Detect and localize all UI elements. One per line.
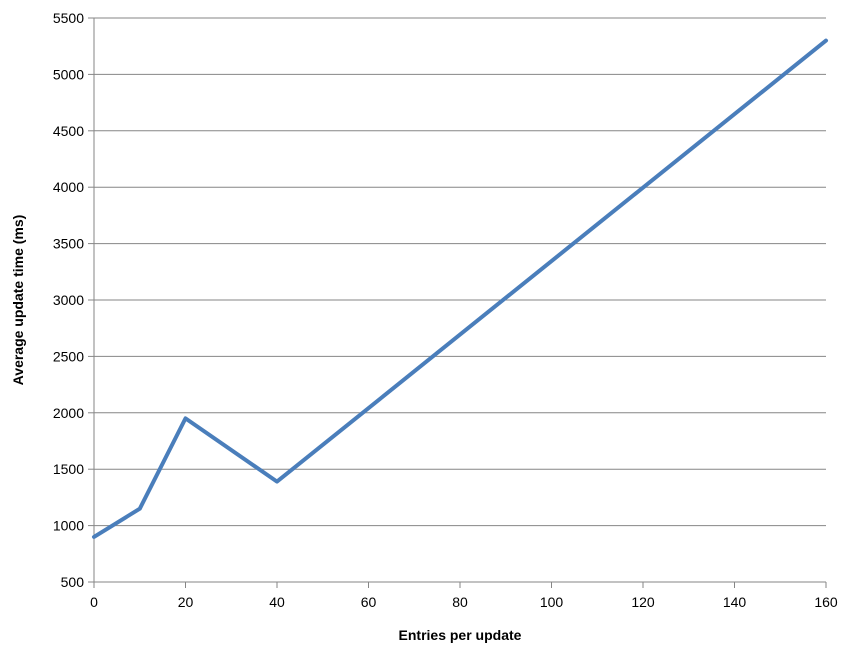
x-axis-title: Entries per update xyxy=(399,627,522,643)
axes xyxy=(88,17,827,588)
series-group xyxy=(92,38,828,539)
y-tick-label-3000: 3000 xyxy=(53,292,84,308)
x-tick-label-0: 0 xyxy=(90,594,98,610)
x-tick-labels: 0 20 40 60 80 100 120 140 160 xyxy=(90,594,838,610)
data-point-0-2 xyxy=(184,416,188,420)
y-tick-label-1500: 1500 xyxy=(53,461,84,477)
data-point-0-3 xyxy=(275,480,279,484)
data-point-0-4 xyxy=(824,39,828,43)
y-tick-label-5500: 5500 xyxy=(53,10,84,26)
x-tick-label-20: 20 xyxy=(178,594,194,610)
gridlines xyxy=(94,17,826,583)
x-tick-label-120: 120 xyxy=(631,594,655,610)
series-line-0 xyxy=(92,38,828,539)
y-axis-title: Average update time (ms) xyxy=(10,215,26,386)
y-tick-label-5000: 5000 xyxy=(53,66,84,82)
x-tick-label-140: 140 xyxy=(723,594,747,610)
y-tick-labels: 500 1000 1500 2000 2500 3000 3500 4000 4500 5000 5… xyxy=(53,10,84,590)
y-tick-label-4000: 4000 xyxy=(53,179,84,195)
x-tick-label-80: 80 xyxy=(452,594,468,610)
y-tick-label-500: 500 xyxy=(61,574,85,590)
y-tick-label-2500: 2500 xyxy=(53,348,84,364)
x-tick-label-40: 40 xyxy=(269,594,285,610)
x-tick-label-60: 60 xyxy=(361,594,377,610)
x-tick-label-160: 160 xyxy=(814,594,838,610)
y-tick-label-4500: 4500 xyxy=(53,123,84,139)
y-tick-label-1000: 1000 xyxy=(53,518,84,534)
y-tick-label-3500: 3500 xyxy=(53,236,84,252)
y-tick-label-2000: 2000 xyxy=(53,405,84,421)
data-point-0-0 xyxy=(92,535,96,539)
data-point-0-1 xyxy=(138,507,142,511)
x-tick-label-100: 100 xyxy=(540,594,564,610)
